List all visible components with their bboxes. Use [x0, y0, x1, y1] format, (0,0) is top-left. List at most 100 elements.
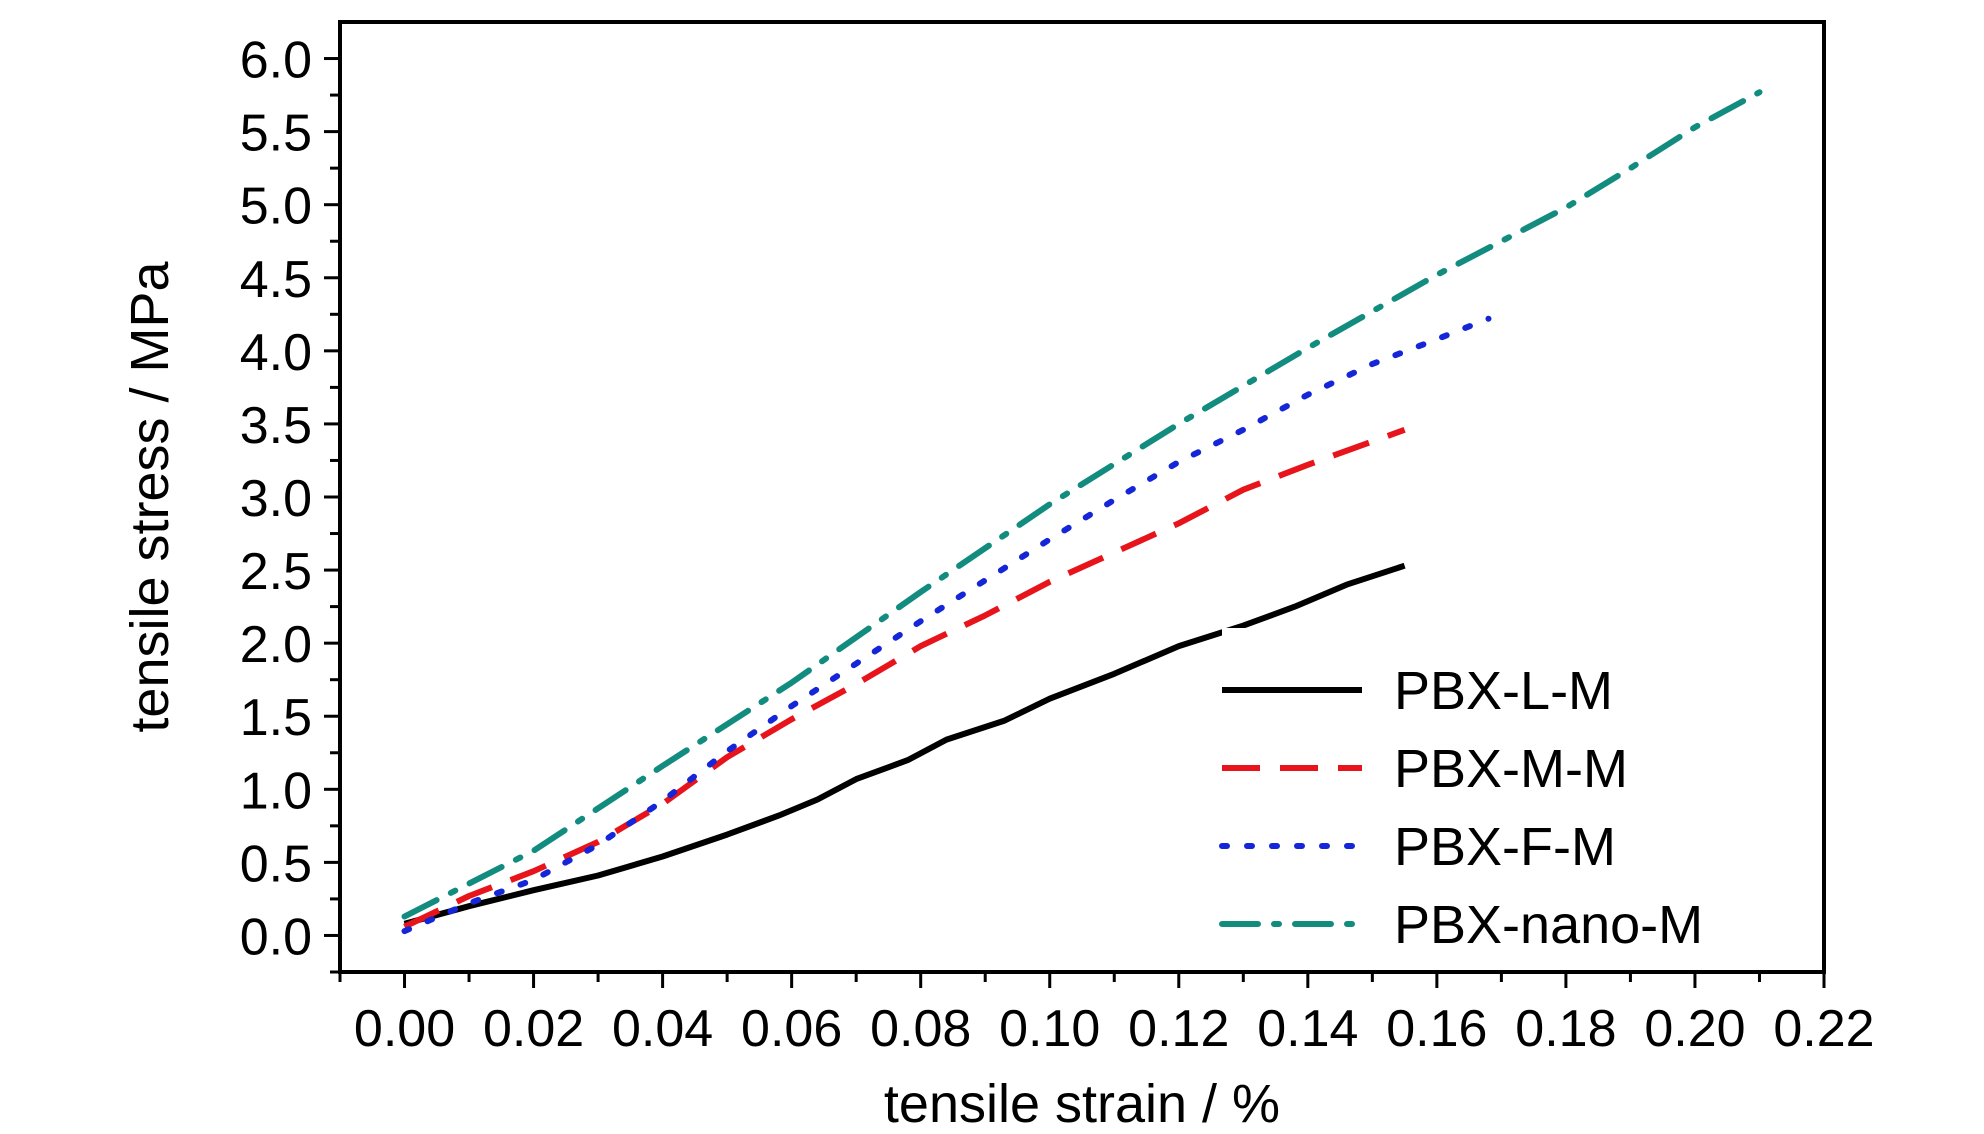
data-point-pbx-f-m — [404, 931, 405, 932]
x-tick-label: 0.12 — [1128, 1000, 1229, 1058]
data-point-pbx-m-m — [1178, 523, 1179, 524]
x-tick-label: 0.20 — [1644, 1000, 1745, 1058]
x-tick-label: 0.22 — [1773, 1000, 1874, 1058]
data-point-pbx-nano-m — [1436, 274, 1437, 275]
data-point-pbx-l-m — [469, 906, 470, 907]
data-point-pbx-f-m — [1307, 394, 1308, 395]
data-point-pbx-nano-m — [791, 682, 792, 683]
y-tick-label: 2.5 — [240, 543, 312, 601]
data-point-pbx-nano-m — [662, 765, 663, 766]
data-point-pbx-f-m — [598, 844, 599, 845]
data-point-pbx-f-m — [727, 751, 728, 752]
x-tick-label: 0.14 — [1257, 1000, 1358, 1058]
axis-ticks — [324, 57, 1826, 988]
data-point-pbx-m-m — [469, 896, 470, 897]
data-point-pbx-m-m — [985, 615, 986, 616]
y-tick-label: 2.0 — [240, 616, 312, 674]
data-point-pbx-l-m — [662, 856, 663, 857]
data-point-pbx-nano-m — [1630, 168, 1631, 169]
data-point-pbx-l-m — [1004, 720, 1005, 721]
data-point-pbx-nano-m — [1178, 423, 1179, 424]
data-point-pbx-l-m — [856, 779, 857, 780]
data-point-pbx-m-m — [404, 926, 405, 927]
data-point-pbx-l-m — [1243, 625, 1244, 626]
legend-label-pbx-l-m: PBX-L-M — [1394, 661, 1613, 721]
data-point-pbx-f-m — [1114, 499, 1115, 500]
data-point-pbx-l-m — [1114, 673, 1115, 674]
data-point-pbx-m-m — [1243, 489, 1244, 490]
data-point-pbx-f-m — [1488, 318, 1489, 319]
data-point-pbx-f-m — [1372, 364, 1373, 365]
series-line-pbx-nano-m — [401, 89, 1763, 920]
data-point-pbx-m-m — [856, 684, 857, 685]
data-point-pbx-m-m — [1307, 464, 1308, 465]
series-lines — [401, 89, 1763, 935]
legend-label-pbx-m-m: PBX-M-M — [1394, 739, 1628, 799]
data-point-pbx-f-m — [985, 580, 986, 581]
y-tick-label: 4.0 — [240, 324, 312, 382]
data-point-pbx-nano-m — [1759, 92, 1760, 93]
y-tick-label: 3.5 — [240, 397, 312, 455]
data-point-pbx-nano-m — [1307, 347, 1308, 348]
data-point-pbx-m-m — [662, 803, 663, 804]
data-point-pbx-l-m — [817, 799, 818, 800]
data-point-pbx-f-m — [469, 903, 470, 904]
x-axis-title: tensile strain / % — [884, 1074, 1280, 1134]
legend-box — [1222, 628, 1778, 946]
x-tick-label: 0.18 — [1515, 1000, 1616, 1058]
data-point-pbx-l-m — [598, 875, 599, 876]
data-point-pbx-l-m — [727, 834, 728, 835]
data-point-pbx-l-m — [1178, 646, 1179, 647]
data-point-pbx-l-m — [1404, 565, 1405, 566]
data-point-pbx-m-m — [920, 646, 921, 647]
data-point-pbx-nano-m — [1695, 127, 1696, 128]
y-tick-label: 3.0 — [240, 470, 312, 528]
y-tick-label: 4.5 — [240, 251, 312, 309]
y-tick-label: 0.0 — [240, 908, 312, 966]
data-point-pbx-l-m — [1346, 584, 1347, 585]
data-point-pbx-f-m — [1178, 461, 1179, 462]
data-point-pbx-nano-m — [1565, 207, 1566, 208]
y-tick-label: 5.5 — [240, 105, 312, 163]
data-point-pbx-f-m — [662, 801, 663, 802]
data-point-pbx-f-m — [856, 663, 857, 664]
tick-labels: 0.00 0.02 0.04 0.06 0.08 0.10 0.12 0.14 0.16 0.18… — [240, 32, 1875, 1058]
x-tick-label: 0.04 — [612, 1000, 713, 1058]
series-line-pbx-m-m — [403, 426, 1406, 930]
data-point-pbx-l-m — [907, 760, 908, 761]
data-point-pbx-l-m — [1049, 698, 1050, 699]
data-point-pbx-m-m — [1404, 429, 1405, 430]
data-point-pbx-m-m — [533, 871, 534, 872]
data-point-pbx-l-m — [946, 739, 947, 740]
legend: PBX-L-M PBX-M-M PBX-F-M PBX-nano-M — [1219, 628, 1778, 955]
data-point-pbx-m-m — [1049, 581, 1050, 582]
series-line-pbx-l-m — [403, 562, 1406, 927]
data-point-pbx-nano-m — [404, 916, 405, 917]
data-point-pbx-nano-m — [920, 592, 921, 593]
data-point-pbx-l-m — [778, 815, 779, 816]
data-point-pbx-m-m — [791, 719, 792, 720]
y-tick-label: 0.5 — [240, 835, 312, 893]
data-point-pbx-l-m — [533, 890, 534, 891]
x-tick-label: 0.06 — [741, 1000, 842, 1058]
data-point-pbx-f-m — [1049, 539, 1050, 540]
data-point-pbx-nano-m — [1049, 504, 1050, 505]
data-point-pbx-f-m — [1243, 429, 1244, 430]
y-tick-label: 1.5 — [240, 689, 312, 747]
x-tick-label: 0.08 — [870, 1000, 971, 1058]
data-point-pbx-m-m — [727, 757, 728, 758]
legend-label-pbx-nano-m: PBX-nano-M — [1394, 895, 1703, 955]
data-point-pbx-nano-m — [533, 850, 534, 851]
y-axis-title: tensile stress / MPa — [120, 260, 180, 732]
data-point-pbx-f-m — [791, 706, 792, 707]
data-point-pbx-m-m — [598, 841, 599, 842]
legend-label-pbx-f-m: PBX-F-M — [1394, 817, 1616, 877]
x-tick-label: 0.02 — [483, 1000, 584, 1058]
x-tick-label: 0.00 — [354, 1000, 455, 1058]
data-point-pbx-l-m — [1294, 606, 1295, 607]
data-point-pbx-f-m — [533, 879, 534, 880]
data-point-pbx-f-m — [1436, 339, 1437, 340]
y-tick-label: 1.0 — [240, 762, 312, 820]
y-tick-label: 5.0 — [240, 178, 312, 236]
